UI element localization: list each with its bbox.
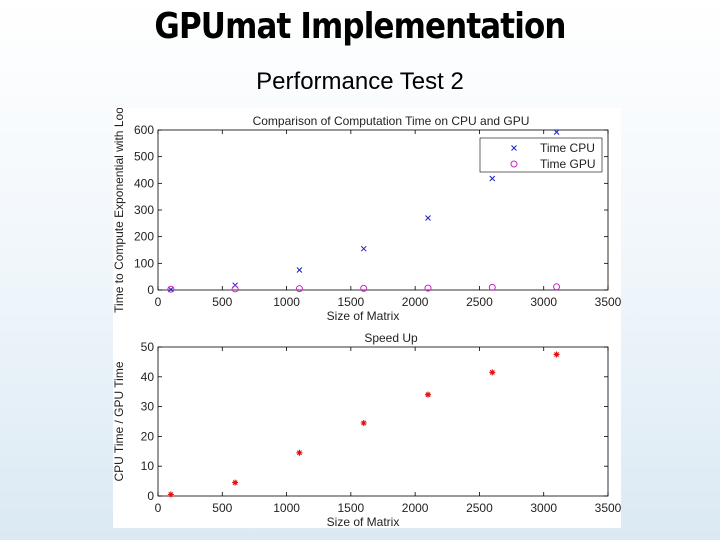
chart1-series1-point <box>489 175 496 182</box>
chart1-y-tick-label: 400 <box>134 176 154 190</box>
chart1-y-tick-label: 100 <box>134 256 154 270</box>
chart1-x-tick-label: 1500 <box>338 295 365 309</box>
chart1-legend-label: Time CPU <box>540 141 595 155</box>
chart1-legend-box <box>479 137 603 173</box>
chart2-x-tick-label: 1000 <box>273 501 300 515</box>
chart2-series1-point <box>425 391 431 398</box>
chart1-series1-point <box>296 267 303 273</box>
chart1-series2-point <box>167 285 175 293</box>
charts-svg: 0 500 1000 1500 2000 2500 3000 3500010020030040… <box>112 107 622 529</box>
chart1-series1-point <box>360 245 367 252</box>
chart1-x-axis-label: Size of Matrix <box>327 309 400 323</box>
chart1-x-tick-label: 2000 <box>402 295 429 309</box>
chart2-series1-point <box>232 479 239 486</box>
slide-title: GPUmat Implementation <box>154 6 566 47</box>
chart2-y-axis-label: CPU Time / GPU Time <box>113 361 126 481</box>
chart1-y-tick-label: 300 <box>134 203 154 217</box>
slide-subtitle: Performance Test 2 <box>256 68 464 95</box>
chart1-series2-point <box>424 284 432 292</box>
chart1-series2-point <box>231 285 239 293</box>
chart1-x-tick-label: 3500 <box>595 295 621 309</box>
chart2-x-tick-label: 0 <box>155 501 162 515</box>
chart1-series2-point <box>488 283 496 291</box>
chart2-series1-point <box>553 351 560 358</box>
chart1-series1-point <box>553 129 560 135</box>
chart2-plot-frame <box>157 346 609 497</box>
chart1-y-tick-label: 500 <box>134 150 154 164</box>
chart2-series1-point <box>296 449 303 456</box>
chart1-x-tick-label: 500 <box>212 295 232 309</box>
chart1-legend-label: Time GPU <box>540 157 596 171</box>
chart1-series2-point <box>553 283 561 291</box>
chart1-series1-point <box>168 286 174 293</box>
chart2-x-tick-label: 500 <box>212 501 232 515</box>
chart1-legend-marker <box>511 145 517 151</box>
chart2-y-tick-label: 30 <box>141 400 155 414</box>
chart2-x-tick-label: 2000 <box>402 501 429 515</box>
chart2-title: Speed Up <box>364 331 418 345</box>
chart2-y-tick-label: 40 <box>141 370 155 384</box>
chart1-y-tick-label: 0 <box>147 283 154 297</box>
chart1-series2-point <box>295 285 303 293</box>
chart2-series1-point <box>489 369 496 376</box>
chart2-y-tick-label: 20 <box>141 429 155 443</box>
chart2-y-tick-label: 10 <box>141 459 155 473</box>
chart1-legend-marker <box>510 160 518 168</box>
chart1-y-tick-label: 200 <box>134 230 154 244</box>
figure: 0 500 1000 1500 2000 2500 3000 3500 0 100 200 300 40… <box>112 107 622 529</box>
chart2-y-tick-label: 0 <box>147 489 154 503</box>
chart1-x-tick-label: 0 <box>155 295 162 309</box>
chart1-x-tick-label: 3000 <box>530 295 557 309</box>
chart2-series1-point <box>167 491 174 498</box>
chart1-y-axis-label: Time to Compute Exponential with Loo <box>113 108 126 313</box>
chart1-x-tick-label: 1000 <box>273 295 300 309</box>
chart1-y-tick-label: 600 <box>134 123 154 137</box>
chart2-x-tick-label: 3500 <box>595 501 621 515</box>
chart2-x-tick-label: 2500 <box>466 501 493 515</box>
chart1-series2-point <box>360 284 368 292</box>
chart1-title: Comparison of Computation Time on CPU an… <box>253 114 530 128</box>
chart2-x-tick-label: 1500 <box>338 501 365 515</box>
chart2-x-axis-label: Size of Matrix <box>327 515 400 528</box>
chart2-series1-point <box>360 419 367 426</box>
chart1-series1-point <box>425 215 431 221</box>
chart2-y-tick-label: 50 <box>141 340 155 354</box>
chart1-x-tick-label: 2500 <box>466 295 493 309</box>
chart2-x-tick-label: 3000 <box>530 501 557 515</box>
